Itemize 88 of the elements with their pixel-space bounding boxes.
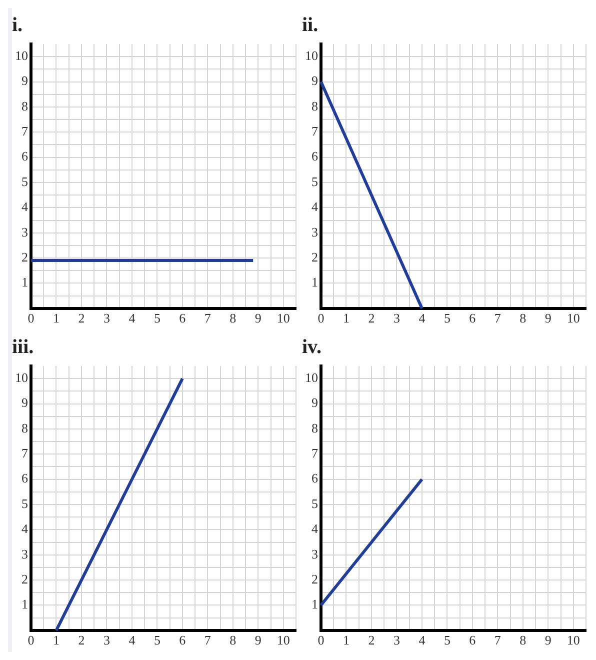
x-tick-label: 9	[544, 632, 552, 648]
x-tick-label: 7	[494, 632, 502, 648]
x-tick-label: 6	[179, 310, 186, 326]
x-tick-label: 4	[418, 310, 426, 326]
y-tick-label: 6	[312, 148, 318, 164]
y-tick-label: 2	[312, 249, 318, 264]
chart-title: ii.	[302, 14, 318, 36]
x-tick-label: 10	[276, 310, 290, 326]
x-tick-label: 0	[318, 310, 324, 326]
y-tick-label: 8	[22, 420, 28, 436]
x-tick-label: 4	[128, 632, 136, 648]
y-tick-label: 5	[312, 174, 318, 189]
y-tick-label: 2	[22, 249, 28, 264]
y-tick-label: 4	[312, 199, 318, 214]
x-tick-label: 3	[103, 310, 110, 326]
x-tick-label: 1	[342, 310, 350, 326]
x-tick-label: 7	[204, 632, 212, 648]
chart-title: i.	[12, 14, 23, 36]
x-tick-label: 2	[78, 632, 85, 648]
y-tick-label: 5	[22, 174, 28, 189]
y-tick-label: 5	[22, 496, 28, 511]
x-tick-label: 10	[566, 632, 580, 648]
x-tick-label: 6	[179, 632, 186, 648]
y-tick-label: 1	[22, 274, 28, 290]
x-tick-label: 3	[393, 632, 400, 648]
y-tick-label: 7	[22, 446, 28, 461]
chart-title: iv.	[302, 336, 322, 358]
y-tick-label: 5	[312, 496, 318, 511]
x-tick-label: 0	[28, 632, 34, 648]
y-tick-label: 6	[312, 470, 318, 486]
x-tick-label: 2	[368, 310, 375, 326]
x-tick-label: 6	[469, 632, 476, 648]
x-tick-label: 2	[78, 310, 85, 326]
y-tick-label: 9	[22, 395, 28, 410]
y-tick-label: 10	[15, 48, 28, 64]
y-tick-label: 6	[22, 470, 28, 486]
x-tick-label: 8	[230, 310, 236, 326]
x-tick-label: 8	[230, 632, 236, 648]
x-tick-label: 1	[342, 632, 350, 648]
x-tick-label: 10	[566, 310, 580, 326]
x-tick-label: 5	[154, 310, 160, 326]
y-tick-label: 3	[312, 546, 318, 562]
y-tick-label: 9	[312, 395, 318, 410]
y-tick-label: 3	[312, 224, 318, 240]
y-tick-label: 4	[312, 521, 318, 536]
x-tick-label: 9	[254, 310, 262, 326]
y-tick-label: 6	[22, 148, 28, 164]
x-tick-label: 5	[154, 632, 160, 648]
y-tick-label: 4	[22, 521, 28, 536]
y-tick-label: 1	[22, 596, 28, 612]
y-tick-label: 3	[22, 546, 28, 562]
y-tick-label: 1	[312, 274, 318, 290]
x-tick-label: 3	[393, 310, 400, 326]
x-tick-label: 8	[520, 632, 526, 648]
y-tick-label: 8	[312, 98, 318, 114]
x-tick-label: 5	[444, 310, 450, 326]
y-tick-label: 9	[22, 73, 28, 88]
x-tick-label: 6	[469, 310, 476, 326]
y-tick-label: 1	[312, 596, 318, 612]
x-tick-label: 7	[494, 310, 502, 326]
x-tick-label: 8	[520, 310, 526, 326]
y-tick-label: 7	[312, 124, 318, 139]
y-tick-label: 2	[22, 571, 28, 586]
x-tick-label: 9	[254, 632, 262, 648]
x-tick-label: 0	[28, 310, 34, 326]
x-tick-label: 4	[128, 310, 136, 326]
x-tick-label: 3	[103, 632, 110, 648]
y-tick-label: 7	[312, 446, 318, 461]
x-tick-label: 7	[204, 310, 212, 326]
y-tick-label: 10	[305, 48, 318, 64]
y-tick-label: 8	[312, 420, 318, 436]
y-tick-label: 7	[22, 124, 28, 139]
x-tick-label: 1	[52, 632, 60, 648]
y-tick-label: 10	[15, 370, 28, 386]
x-tick-label: 5	[444, 632, 450, 648]
x-tick-label: 9	[544, 310, 552, 326]
y-tick-label: 10	[305, 370, 318, 386]
y-tick-label: 9	[312, 73, 318, 88]
y-tick-label: 4	[22, 199, 28, 214]
x-tick-label: 2	[368, 632, 375, 648]
y-tick-label: 2	[312, 571, 318, 586]
x-tick-label: 0	[318, 632, 324, 648]
x-tick-label: 1	[52, 310, 60, 326]
x-tick-label: 10	[276, 632, 290, 648]
chart-title: iii.	[12, 336, 34, 358]
y-tick-label: 3	[22, 224, 28, 240]
y-tick-label: 8	[22, 98, 28, 114]
x-tick-label: 4	[418, 632, 426, 648]
